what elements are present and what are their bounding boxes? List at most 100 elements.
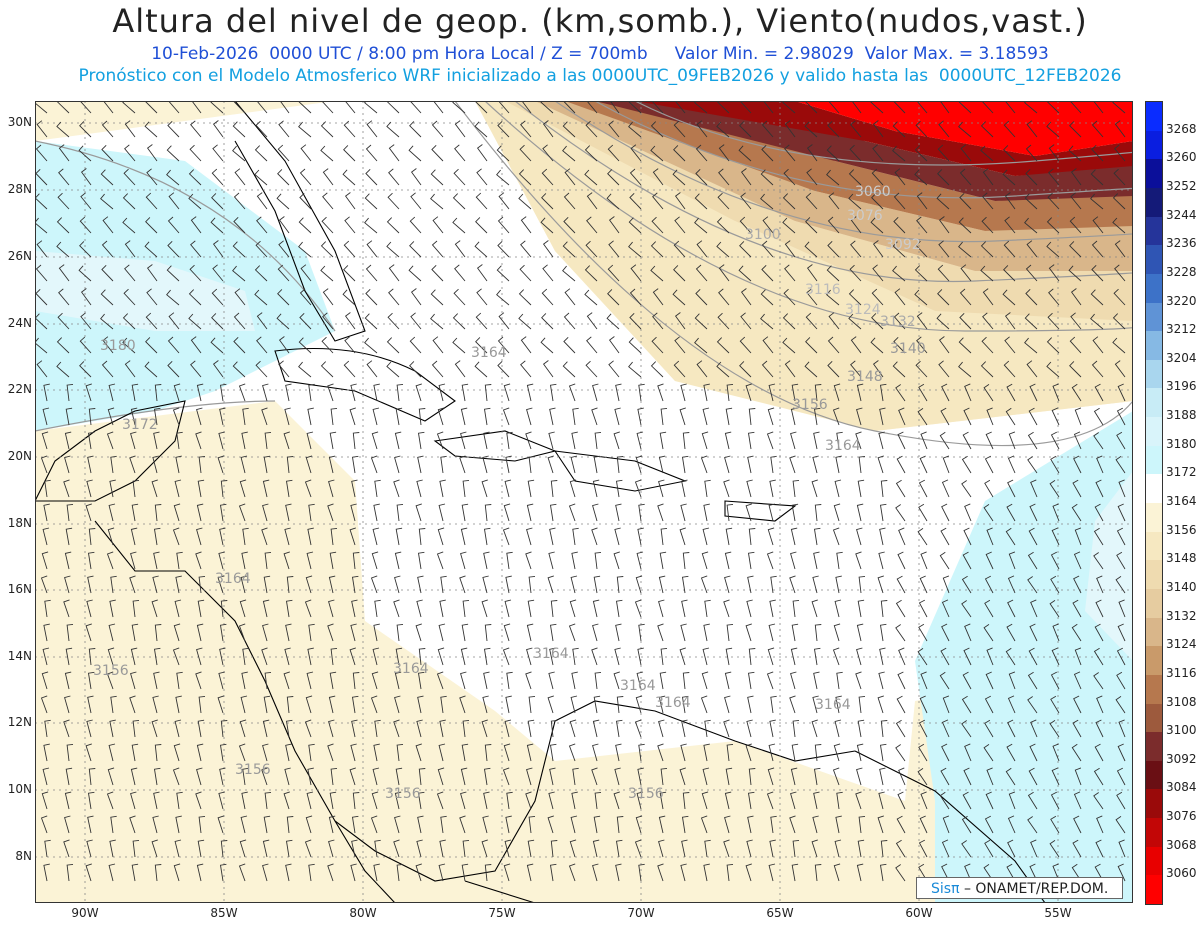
geopotential-wind-map: 3060 3076 3100 3092 3116 3124 3132 3140 … [35,101,1133,903]
wind-barb [374,599,381,618]
lat-label: 28N [7,182,32,196]
wind-barb [278,336,290,354]
wind-barb [681,719,688,738]
wind-barb [396,743,404,762]
wind-barb [1094,743,1104,762]
wind-barb [857,839,865,858]
wind-barb [1008,551,1016,570]
wind-barb [1052,623,1060,642]
wind-barb [41,671,49,690]
wind-barb [770,455,777,474]
wind-barb [64,455,71,474]
wind-barb [151,719,158,738]
wind-barb [570,575,578,594]
color-scale-level-label: 3196 [1166,379,1197,394]
wind-barb [760,313,774,330]
wind-barb [86,839,93,858]
wind-barb [130,551,137,570]
wind-barb [396,503,404,522]
wind-barb [454,360,466,378]
wind-barb [527,599,535,618]
wind-barb [518,289,532,306]
wind-barb [371,671,379,690]
wind-barb [393,599,400,618]
wind-barb [1027,576,1038,594]
wind-barb [960,264,972,282]
wind-barb [460,671,467,690]
wind-barb [547,575,554,594]
wind-barb [352,552,360,570]
wind-barb [212,120,224,138]
wind-barb [394,815,401,834]
wind-barb [782,101,796,114]
wind-barb [1046,361,1060,378]
wind-barb [790,407,798,426]
wind-barb [790,647,798,666]
wind-barb [834,719,842,738]
wind-barb [351,575,359,594]
wind-barb [628,361,642,378]
wind-barb [1090,169,1104,186]
wind-barb [387,312,400,330]
wind-barb [629,168,642,186]
wind-barb [703,623,710,642]
wind-barb [1068,265,1082,282]
wind-barb [286,816,294,834]
wind-barb [1073,815,1082,834]
wind-barb [1003,120,1016,138]
wind-barb [723,479,730,498]
wind-barb [153,407,161,426]
wind-barb [652,168,664,186]
wind-barb [151,839,158,858]
wind-barb [571,671,578,690]
wind-barb [941,839,950,858]
wind-barb [130,791,137,810]
wind-barb [870,101,884,114]
wind-barb [1074,407,1082,426]
wind-barb [174,599,182,618]
wind-barb [506,671,513,690]
wind-barb [130,407,138,426]
wind-barb [66,383,74,402]
wind-barb [1093,672,1104,690]
wind-barb [569,839,577,858]
color-scale-level-label: 3252 [1166,178,1197,193]
wind-barb [848,313,862,330]
wind-barb [1052,503,1060,522]
wind-barb [789,575,796,594]
wind-barb [920,431,928,450]
wind-barb [234,288,246,306]
wind-barb [1049,600,1060,618]
wind-barb [1116,407,1126,426]
wind-barb [791,623,799,642]
wind-barb [255,360,268,378]
wind-barb [762,216,774,234]
wind-barb [262,719,270,738]
wind-barb [42,527,50,546]
wind-barb [572,767,579,786]
wind-barb [658,815,666,834]
wind-barb [308,863,315,882]
wind-barb [497,216,510,234]
wind-barb [197,839,205,858]
wind-barb [983,384,994,402]
wind-barb [898,407,906,426]
wind-barb [569,479,577,498]
wind-barb [481,479,488,498]
wind-barb [790,527,798,546]
wind-barb [452,101,466,114]
wind-barb [898,527,906,546]
wind-barb [811,479,818,498]
wind-barb [813,671,820,690]
wind-barb [827,360,840,378]
wind-barb [549,503,557,522]
wind-barb [36,120,48,138]
wind-barb [942,815,950,834]
wind-barb [769,479,776,498]
wind-barb [344,192,356,210]
color-scale-swatch [1146,216,1162,246]
color-scale-level-label: 3204 [1166,350,1197,365]
wind-barb [87,551,95,570]
wind-barb [166,265,180,282]
wind-barb [963,407,972,426]
